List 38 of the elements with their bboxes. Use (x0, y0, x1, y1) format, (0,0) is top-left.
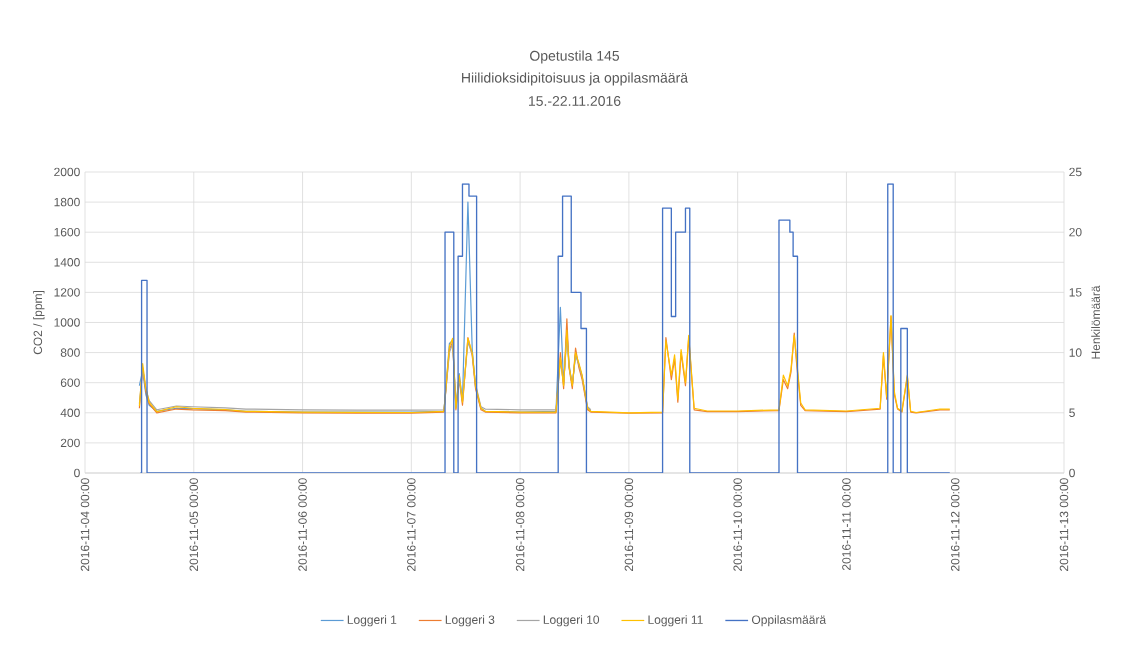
y-tick-label: 1800 (54, 197, 80, 207)
y2-axis-title: Henkilömäärä (1091, 285, 1101, 359)
x-tick-label: 2016-11-08 00:00 (515, 478, 525, 571)
x-tick-label: 2016-11-12 00:00 (950, 478, 960, 571)
y-tick-label: 800 (60, 348, 80, 357)
y2-tick-label: 0 (1069, 468, 1075, 478)
legend-label: Loggeri 1 (347, 615, 397, 627)
y-tick-label: 1200 (54, 288, 80, 297)
y-axis-title: CO2 / [ppm] (33, 291, 45, 355)
y-tick-label: 400 (60, 408, 80, 418)
line-series (138, 315, 951, 414)
legend-label: Loggeri 3 (445, 615, 495, 627)
x-tick-label: 2016-11-10 00:00 (733, 478, 742, 571)
y-tick-label: 1600 (54, 227, 80, 237)
y2-tick-label: 10 (1069, 348, 1082, 357)
y-tick-label: 600 (60, 378, 80, 387)
x-tick-label: 2016-11-05 00:00 (189, 478, 199, 571)
x-tick-label: 2016-11-07 00:00 (407, 478, 416, 571)
text: 15.-22.11.2016 (529, 96, 621, 106)
y-tick-label: 200 (60, 438, 80, 448)
y2-tick-label: 15 (1069, 288, 1082, 297)
legend-label: Loggeri 11 (648, 615, 703, 627)
x-tick-label: 2016-11-09 00:00 (624, 478, 634, 571)
x-tick-label: 2016-11-06 00:00 (298, 478, 307, 571)
legend-label: Loggeri 10 (543, 615, 600, 627)
x-tick-label: 2016-11-13 00:00 (1059, 478, 1069, 571)
y-tick-label: 2000 (54, 167, 80, 177)
y-tick-label: 0 (74, 468, 80, 478)
x-tick-label: 2016-11-04 00:00 (80, 478, 90, 571)
chart-subtitle: Hiilidioksidipitoisuus ja oppilasmäärä (462, 72, 689, 86)
y-tick-label: 1400 (54, 258, 80, 267)
chart-title: Opetustila 145 (530, 50, 620, 64)
y2-tick-label: 20 (1069, 227, 1082, 237)
y-tick-label: 1000 (54, 318, 80, 327)
x-tick-label: 2016-11-11 00:00 (842, 478, 851, 571)
legend-label: Oppilasmäärä (751, 615, 827, 627)
y2-tick-label: 25 (1069, 167, 1082, 177)
y2-tick-label: 5 (1069, 408, 1075, 417)
